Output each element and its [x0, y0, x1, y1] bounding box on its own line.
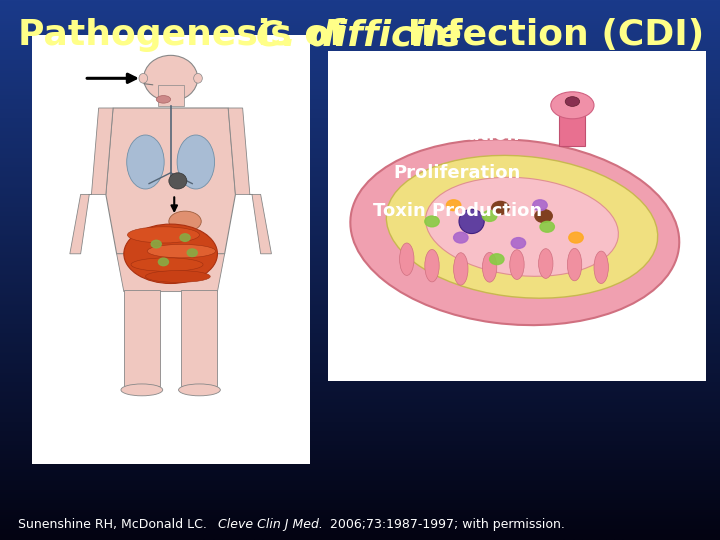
Circle shape — [535, 210, 552, 222]
Ellipse shape — [426, 177, 618, 276]
Ellipse shape — [121, 384, 163, 396]
Circle shape — [446, 200, 461, 211]
Circle shape — [511, 238, 526, 248]
Text: Proliferation: Proliferation — [394, 164, 521, 182]
Ellipse shape — [149, 80, 156, 87]
Text: Toxin Production: Toxin Production — [373, 201, 541, 220]
Ellipse shape — [127, 135, 164, 189]
Text: Germination: Germination — [395, 126, 520, 144]
Circle shape — [482, 211, 497, 221]
Bar — [158, 85, 184, 106]
Circle shape — [533, 200, 547, 211]
Polygon shape — [106, 108, 235, 254]
Circle shape — [492, 201, 509, 214]
Circle shape — [569, 232, 583, 243]
Ellipse shape — [565, 97, 580, 106]
Ellipse shape — [179, 384, 220, 396]
Ellipse shape — [143, 56, 197, 102]
Ellipse shape — [387, 156, 657, 298]
Ellipse shape — [351, 139, 679, 325]
Circle shape — [151, 240, 161, 248]
Ellipse shape — [156, 96, 171, 103]
Circle shape — [540, 221, 554, 232]
Text: Pathogenesis of: Pathogenesis of — [18, 18, 358, 52]
Ellipse shape — [459, 210, 485, 233]
Ellipse shape — [139, 73, 148, 83]
Ellipse shape — [425, 249, 439, 282]
Polygon shape — [228, 108, 271, 254]
Ellipse shape — [454, 253, 468, 285]
Ellipse shape — [482, 253, 497, 282]
Text: Cleve Clin J Med.: Cleve Clin J Med. — [218, 518, 323, 531]
Circle shape — [158, 258, 168, 266]
Circle shape — [180, 234, 190, 241]
Bar — [124, 290, 160, 386]
Ellipse shape — [168, 211, 201, 232]
Ellipse shape — [168, 173, 187, 189]
Text: 2006;73:1987-1997; with permission.: 2006;73:1987-1997; with permission. — [322, 518, 564, 531]
Bar — [32, 35, 310, 464]
Text: Sunenshine RH, McDonald LC.: Sunenshine RH, McDonald LC. — [18, 518, 215, 531]
Ellipse shape — [145, 271, 210, 282]
Ellipse shape — [539, 248, 553, 279]
Polygon shape — [117, 254, 225, 292]
Circle shape — [187, 249, 197, 256]
Ellipse shape — [124, 224, 217, 284]
Text: Infection (CDI): Infection (CDI) — [395, 18, 704, 52]
Ellipse shape — [148, 244, 216, 258]
Ellipse shape — [194, 73, 202, 83]
Ellipse shape — [510, 249, 524, 280]
Bar — [328, 51, 706, 381]
Ellipse shape — [567, 248, 582, 281]
Circle shape — [490, 254, 504, 265]
Text: Ingestion: Ingestion — [410, 88, 505, 106]
Polygon shape — [70, 108, 113, 254]
Ellipse shape — [177, 135, 215, 189]
Circle shape — [425, 216, 439, 227]
Bar — [559, 113, 585, 146]
Text: C. difficile: C. difficile — [256, 18, 462, 52]
Ellipse shape — [400, 243, 414, 275]
Ellipse shape — [127, 227, 199, 243]
Ellipse shape — [594, 251, 608, 284]
Bar — [181, 290, 217, 386]
Circle shape — [454, 232, 468, 243]
Ellipse shape — [131, 258, 203, 271]
Ellipse shape — [551, 92, 594, 119]
